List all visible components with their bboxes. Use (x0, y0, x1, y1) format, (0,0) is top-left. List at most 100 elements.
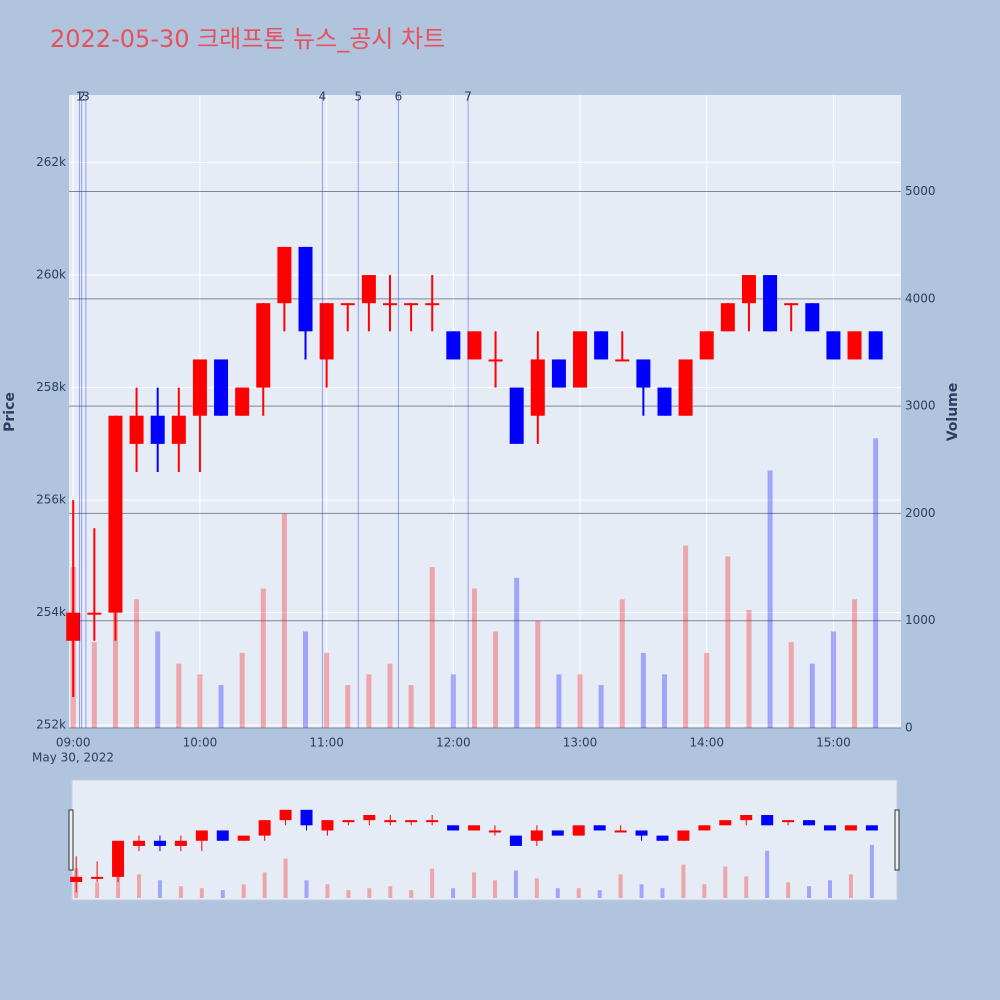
candle-body (784, 303, 799, 306)
candle-body (847, 331, 862, 360)
range-slider (71, 779, 898, 901)
volume-bar (744, 876, 749, 898)
range-handle (894, 809, 900, 871)
candle-body (678, 359, 693, 416)
x-tick-label: 12:00 (436, 736, 471, 750)
volume-bar (830, 631, 836, 728)
candle-body (635, 830, 648, 836)
y2-tick-label: 4000 (905, 291, 936, 305)
y2-tick-label: 1000 (905, 613, 936, 627)
volume-bar (388, 886, 393, 898)
candle-body (657, 387, 672, 416)
y2-tick-label: 5000 (905, 184, 936, 198)
candle-body (530, 830, 543, 841)
volume-bar (513, 870, 518, 898)
candle-body (761, 814, 774, 826)
x-tick-label: 13:00 (563, 736, 598, 750)
x-tick-label: 10:00 (183, 736, 218, 750)
candle-body (70, 876, 83, 883)
volume-bar (303, 631, 309, 728)
volume-bar (492, 880, 497, 898)
volume-bar (345, 685, 351, 728)
candle-body (342, 820, 355, 823)
news-label: 6 (395, 90, 403, 104)
volume-bar (577, 674, 583, 728)
volume-bar (346, 890, 351, 898)
candle-body (719, 820, 732, 826)
candle-body (361, 275, 376, 304)
volume-bar (765, 850, 770, 898)
x-tick-label: 15:00 (816, 736, 851, 750)
volume-bar (681, 864, 686, 898)
candle-body (699, 331, 714, 360)
volume-bar (807, 886, 812, 898)
volume-bar (408, 685, 414, 728)
candle-body (150, 415, 165, 444)
candle-body (488, 830, 501, 833)
candle-body (171, 415, 186, 444)
candle-body (425, 303, 440, 306)
candle-body (468, 825, 481, 831)
volume-bar (869, 844, 874, 898)
volume-bar (639, 884, 644, 898)
volume-bar (472, 872, 477, 898)
candle-body (192, 359, 207, 416)
volume-bar (430, 868, 435, 898)
y2-tick-label: 0 (905, 721, 913, 735)
candle-body (740, 814, 753, 821)
candle-body (404, 303, 419, 306)
candle-body (405, 820, 418, 823)
candle-body (258, 820, 271, 836)
candle-body (384, 820, 397, 823)
candle-body (782, 820, 795, 823)
volume-bar (576, 888, 581, 898)
volume-bar (176, 663, 182, 728)
volume-bar (218, 685, 224, 728)
candle-body (300, 809, 313, 826)
candle-body (256, 303, 271, 388)
volume-bar (827, 880, 832, 898)
volume-bar (260, 588, 266, 728)
volume-bar (683, 545, 689, 728)
candle-body (133, 840, 146, 846)
volume-bar (661, 674, 667, 728)
candle-body (844, 825, 857, 831)
candle-body (66, 612, 81, 641)
candle-body (129, 415, 144, 444)
volume-bar (471, 588, 477, 728)
volume-bar (702, 884, 707, 898)
news-label: 7 (464, 90, 472, 104)
candle-body (572, 825, 585, 836)
volume-bar (767, 470, 773, 728)
volume-bar (134, 599, 140, 728)
volume-bar (241, 884, 246, 898)
volume-bar (281, 513, 287, 728)
candle-body (235, 387, 250, 416)
volume-bar (137, 874, 142, 898)
candle-body (551, 359, 566, 388)
candle-body (509, 387, 524, 444)
candle-body (214, 359, 229, 416)
volume-bar (387, 663, 393, 728)
candle-body (593, 825, 606, 831)
candle-body (467, 331, 482, 360)
candle-body (615, 359, 630, 362)
candle-body (108, 415, 123, 613)
candle-body (319, 303, 334, 360)
volume-bar (848, 874, 853, 898)
candle-body (195, 830, 208, 841)
volume-bar (619, 599, 625, 728)
volume-bar (597, 890, 602, 898)
volume-bar (304, 880, 309, 898)
chart-title: 2022-05-30 크래프톤 뉴스_공시 차트 (50, 25, 445, 53)
volume-bar (325, 884, 330, 898)
range-handle (68, 809, 74, 871)
x-tick-label: 11:00 (309, 736, 344, 750)
volume-bar (535, 620, 541, 728)
volume-bar (809, 663, 815, 728)
y-tick-label: 252k (36, 718, 66, 732)
candle-body (594, 331, 609, 360)
volume-bar (367, 888, 372, 898)
candle-body (865, 825, 878, 831)
candle-body (446, 331, 461, 360)
